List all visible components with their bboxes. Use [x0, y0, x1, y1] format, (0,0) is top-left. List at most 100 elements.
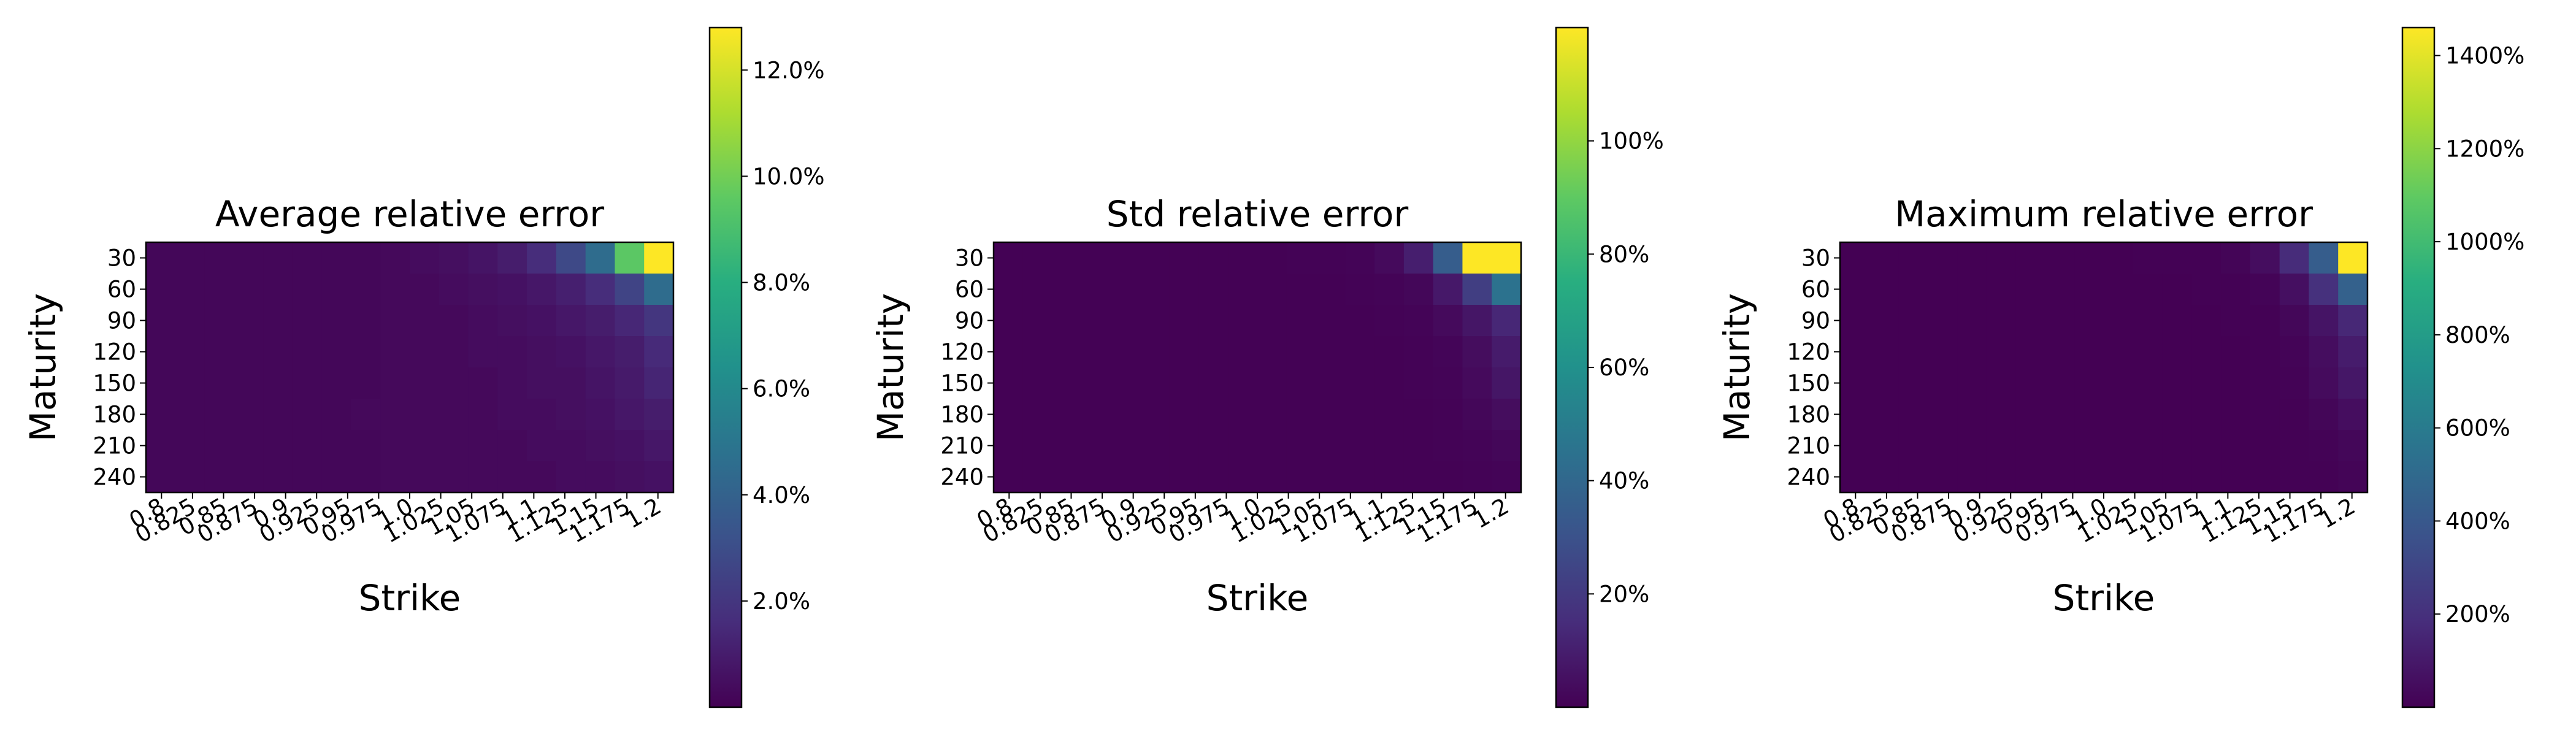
heatmap-cell [1986, 399, 2017, 431]
colorbar-tick-label: 10.0% [753, 163, 825, 190]
heatmap-cell [2162, 242, 2192, 274]
heatmap-cell [644, 305, 674, 337]
heatmap-cell [410, 305, 440, 337]
y-tick-label: 60 [1801, 277, 1830, 303]
heatmap-cell [1022, 430, 1053, 462]
heatmap-cell [497, 430, 527, 462]
heatmap-cell [644, 242, 674, 274]
heatmap-cell [1198, 305, 1229, 337]
heatmap-cell [1928, 461, 1958, 493]
heatmap-cell [1462, 367, 1492, 399]
heatmap-cell [615, 242, 645, 274]
heatmap-cell [468, 274, 498, 305]
heatmap-cell [263, 461, 293, 493]
heatmap-cell [321, 461, 352, 493]
heatmap-cell [410, 367, 440, 399]
y-tick-label: 150 [940, 370, 984, 397]
heatmap-cell [146, 242, 176, 274]
heatmap-cell [175, 367, 205, 399]
heatmap-cell [2309, 367, 2339, 399]
heatmap-cell [1286, 399, 1317, 431]
heatmap-cell [1228, 430, 1258, 462]
heatmap-cell [439, 430, 469, 462]
heatmap-cell [204, 336, 234, 368]
heatmap-cell [1433, 461, 1463, 493]
heatmap-cell [2279, 274, 2310, 305]
heatmap-cell [1462, 430, 1492, 462]
heatmap-cell [468, 242, 498, 274]
y-tick-label: 60 [107, 277, 136, 303]
heatmap-cell [1345, 274, 1375, 305]
heatmap-cell [1433, 367, 1463, 399]
heatmap-cell [2133, 336, 2163, 368]
x-tick-label: 1.2 [1469, 493, 1513, 534]
heatmap-cell [1228, 305, 1258, 337]
heatmap-cell [1111, 399, 1141, 431]
colorbar-tick-label: 400% [2445, 508, 2510, 534]
heatmap-cell [1169, 461, 1200, 493]
heatmap-cell [2162, 430, 2192, 462]
heatmap-cell [234, 430, 264, 462]
heatmap-cell [2279, 242, 2310, 274]
heatmap-cell [146, 305, 176, 337]
heatmap-cell [2250, 274, 2280, 305]
heatmap-cell [1345, 336, 1375, 368]
heatmap-cell [2162, 305, 2192, 337]
heatmap-cell [1403, 242, 1434, 274]
colorbar-tick-label: 1400% [2445, 43, 2524, 69]
heatmap-cell [585, 399, 616, 431]
heatmap-cell [1286, 336, 1317, 368]
heatmap-cell [994, 367, 1024, 399]
heatmap-cell [351, 367, 381, 399]
heatmap-cell [1898, 461, 1928, 493]
heatmap-cell [1433, 305, 1463, 337]
heatmap-cell [1869, 305, 1899, 337]
heatmap-cell [1257, 305, 1287, 337]
y-tick-label: 30 [107, 245, 136, 272]
heatmap-cell [2221, 461, 2251, 493]
colorbar-tick-label: 1000% [2445, 229, 2524, 255]
heatmap-cell [1898, 336, 1928, 368]
colorbar-tick-label: 200% [2445, 601, 2510, 627]
heatmap-cell [351, 336, 381, 368]
chart-title: Std relative error [1106, 193, 1409, 235]
heatmap-cell [527, 430, 557, 462]
heatmap-cell [1374, 430, 1405, 462]
heatmap-cell [2133, 399, 2163, 431]
heatmap-cell [146, 336, 176, 368]
heatmap-cell [1198, 461, 1229, 493]
heatmap-cell [2221, 274, 2251, 305]
heatmap-cell [1898, 305, 1928, 337]
heatmap-cell [1286, 461, 1317, 493]
heatmap-cell [1374, 399, 1405, 431]
heatmap-cell [146, 461, 176, 493]
heatmap-cell [2191, 367, 2221, 399]
heatmap-cell [234, 367, 264, 399]
heatmap-cell [1111, 461, 1141, 493]
heatmap-cell [1869, 461, 1899, 493]
y-axis-label: Maturity [22, 293, 64, 442]
heatmap-cell [2338, 305, 2368, 337]
heatmap-cell [1403, 367, 1434, 399]
heatmap-cell [1022, 336, 1053, 368]
heatmap-cell [1198, 399, 1229, 431]
heatmap-cell [175, 461, 205, 493]
heatmap-cell [263, 336, 293, 368]
heatmap-cell [2191, 242, 2221, 274]
heatmap-cell [1140, 461, 1170, 493]
y-tick-label: 90 [1801, 308, 1830, 334]
heatmap-cell [2045, 242, 2075, 274]
colorbar-tick-label: 12.0% [753, 57, 825, 83]
heatmap-cell [204, 399, 234, 431]
heatmap-cell [146, 399, 176, 431]
heatmap-cell [1081, 305, 1111, 337]
heatmap-cell [468, 399, 498, 431]
heatmap-cell [1840, 242, 1870, 274]
colorbar-tick-label: 800% [2445, 322, 2510, 348]
heatmap-cell [1140, 430, 1170, 462]
heatmap-cell [2309, 336, 2339, 368]
heatmap-cell [2104, 430, 2134, 462]
heatmap-cell [1022, 305, 1053, 337]
heatmap-cell [2104, 305, 2134, 337]
heatmap-cell [321, 242, 352, 274]
